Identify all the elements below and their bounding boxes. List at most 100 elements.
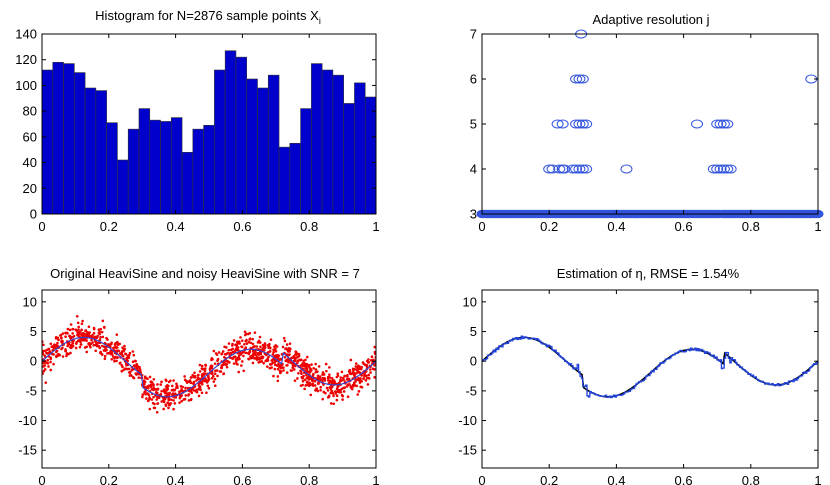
noisy-point (354, 365, 358, 368)
noisy-point (178, 401, 181, 404)
noisy-point (345, 377, 349, 381)
noisy-point (166, 387, 169, 390)
noisy-point (364, 374, 367, 377)
noisy-point (359, 367, 363, 371)
noisy-point (261, 348, 265, 352)
noisy-point (71, 335, 74, 339)
resolution-marker (717, 164, 730, 174)
histogram-bar (214, 69, 226, 215)
resolution-marker (570, 74, 583, 84)
noisy-point (292, 368, 296, 371)
noisy-point (191, 373, 195, 377)
noisy-point (80, 333, 83, 337)
noisy-point (305, 365, 309, 368)
noisy-point (126, 354, 130, 358)
noisy-point (256, 352, 260, 356)
adaptive-resolution-panel: Adaptive resolution j 0 0.2 0.4 0.6 0.8 1 3 4 5 6… (470, 12, 824, 234)
noisy-point (172, 389, 176, 392)
noisy-point (357, 365, 361, 368)
noisy-point (315, 387, 319, 391)
noisy-point (303, 378, 307, 382)
noisy-point (256, 341, 260, 344)
noisy-point (141, 395, 144, 399)
noisy-point (156, 383, 159, 386)
noisy-point (327, 379, 330, 382)
resolution-marker (573, 74, 586, 84)
noisy-point (203, 379, 207, 383)
resolution-marker (558, 164, 571, 174)
noisy-point (135, 367, 139, 371)
noisy-point (186, 380, 190, 383)
noisy-point (167, 406, 170, 410)
histogram-bar (74, 72, 86, 215)
noisy-point (340, 370, 344, 374)
noisy-point (57, 338, 60, 342)
noisy-point (316, 370, 319, 373)
noisy-point (214, 369, 217, 373)
noisy-point (326, 389, 330, 392)
histogram-xtick-label: 0.8 (300, 219, 318, 234)
resolution-ytick-label: 3 (470, 207, 477, 222)
noisy-point (312, 372, 315, 376)
noisy-point (130, 374, 133, 377)
noisy-point (75, 341, 78, 344)
noisy-point (341, 376, 345, 380)
noisy-point (328, 366, 331, 369)
noisy-point (156, 402, 160, 405)
noisy-point (288, 348, 292, 351)
noisy-point (80, 338, 84, 341)
noisy-point (228, 361, 231, 364)
noisy-point (224, 352, 228, 356)
noisy-point (121, 346, 124, 350)
noisy-point (42, 365, 45, 368)
noisy-point (116, 341, 119, 344)
noisy-point (309, 377, 313, 381)
noisy-point (46, 358, 50, 362)
noisy-point (284, 347, 288, 350)
noisy-point (184, 394, 188, 397)
noisy-point (305, 355, 309, 359)
noisy-point (299, 358, 302, 362)
noisy-xtick-label: 0.4 (167, 473, 185, 485)
noisy-point (76, 330, 79, 334)
noisy-point (369, 359, 373, 362)
noisy-point (336, 385, 339, 389)
resolution-marker (556, 119, 569, 129)
noisy-point (197, 373, 200, 377)
resolution-marker (714, 119, 727, 129)
noisy-point (204, 363, 207, 367)
histogram-bar (63, 63, 75, 215)
noisy-point (241, 360, 244, 363)
noisy-point (175, 386, 178, 390)
noisy-point (310, 369, 313, 372)
histogram-xtick-label: 0 (38, 219, 45, 234)
noisy-point (175, 384, 179, 388)
noisy-point (365, 363, 369, 367)
histogram-bar (160, 121, 172, 215)
noisy-points (42, 315, 376, 414)
noisy-point (123, 367, 127, 371)
noisy-point (361, 361, 365, 364)
noisy-xtick-label: 0.2 (100, 473, 118, 485)
noisy-point (136, 372, 139, 376)
noisy-point (210, 376, 214, 380)
noisy-point (242, 354, 245, 358)
noisy-point (273, 345, 276, 349)
noisy-point (276, 364, 279, 367)
noisy-point (297, 371, 300, 375)
noisy-point (123, 344, 126, 348)
noisy-point (287, 361, 290, 364)
noisy-point (365, 359, 369, 363)
histogram-bar (332, 74, 344, 215)
noisy-point (354, 362, 358, 365)
estimation-ytick-label: 5 (470, 324, 477, 339)
noisy-point (271, 353, 275, 356)
noisy-point (232, 355, 236, 359)
noisy-point (101, 319, 105, 323)
noisy-point (225, 346, 228, 349)
noisy-point (77, 325, 80, 329)
noisy-point (353, 367, 357, 371)
noisy-point (314, 362, 317, 366)
noisy-point (247, 352, 251, 356)
